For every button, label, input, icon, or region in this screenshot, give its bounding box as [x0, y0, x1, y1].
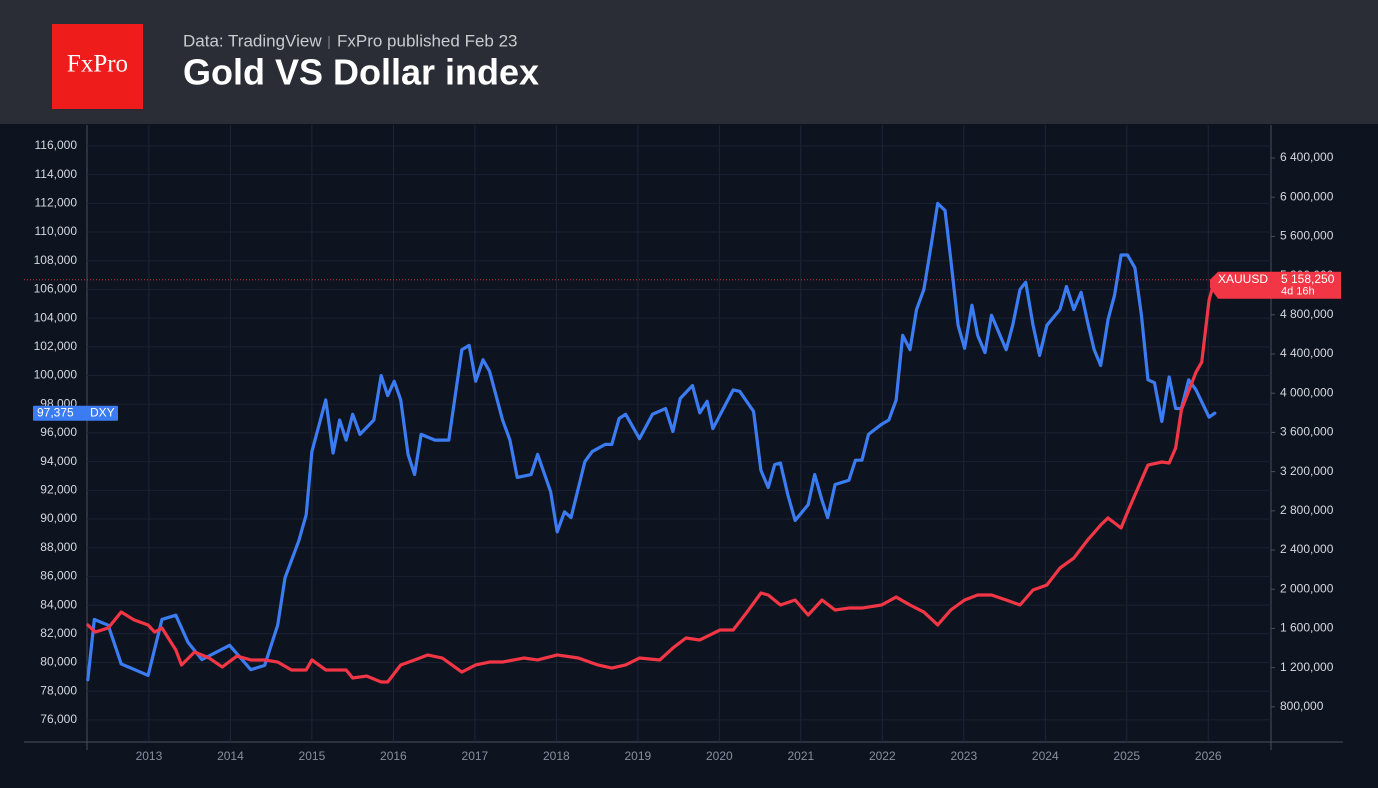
countdown: 4d 16h: [1281, 286, 1315, 298]
data-source: Data: TradingView: [183, 31, 322, 50]
plot-background: [0, 124, 1378, 788]
y2-tick-label: 4 000,000: [1280, 385, 1334, 399]
x-tick-label: 2021: [787, 749, 814, 763]
y-tick-label: 84,000: [40, 597, 77, 611]
x-tick-label: 2023: [950, 749, 977, 763]
y-tick-label: 114,000: [35, 167, 78, 181]
x-tick-label: 2017: [462, 749, 489, 763]
y2-tick-label: 800,000: [1280, 699, 1324, 713]
x-tick-label: 2025: [1113, 749, 1140, 763]
y-tick-label: 112,000: [35, 196, 78, 210]
y2-tick-label: 4 800,000: [1280, 307, 1334, 321]
series-line: [86, 278, 1217, 684]
y-tick-label: 86,000: [40, 569, 77, 583]
price-tag: [1210, 271, 1341, 299]
y-tick-label: 102,000: [34, 339, 78, 353]
y-tick-label: 82,000: [40, 626, 77, 640]
y2-tick-label: 3 200,000: [1280, 464, 1334, 478]
series-name: XAUUSD: [1218, 272, 1268, 286]
published: FxPro published Feb 23: [337, 31, 518, 50]
x-tick-label: 2015: [299, 749, 326, 763]
y2-tick-label: 6 000,000: [1280, 189, 1334, 203]
x-tick-label: 2019: [624, 749, 651, 763]
last-value-label: 97,375: [37, 405, 74, 419]
x-tick-label: 2014: [217, 749, 244, 763]
y-tick-label: 76,000: [40, 712, 77, 726]
chart-title: Gold VS Dollar index: [183, 52, 539, 93]
y-tick-label: 94,000: [40, 454, 77, 468]
y-tick-label: 100,000: [34, 368, 78, 382]
y2-tick-label: 1 200,000: [1280, 660, 1334, 674]
x-tick-label: 2022: [869, 749, 896, 763]
y-tick-label: 78,000: [40, 683, 77, 697]
header-background: [0, 0, 1378, 124]
x-tick-label: 2013: [136, 749, 163, 763]
x-tick-label: 2024: [1032, 749, 1059, 763]
plot-lines: [24, 201, 1271, 684]
y2-tick-label: 5 600,000: [1280, 229, 1334, 243]
y-tick-label: 108,000: [34, 253, 78, 267]
x-tick-label: 2026: [1195, 749, 1222, 763]
y2-tick-label: 6 400,000: [1280, 150, 1334, 164]
logo-box: [52, 24, 143, 109]
y-tick-label: 90,000: [40, 511, 77, 525]
y2-tick-label: 3 600,000: [1280, 425, 1334, 439]
x-tick-label: 2016: [380, 749, 407, 763]
y2-tick-label: 2 000,000: [1280, 581, 1334, 595]
y-tick-label: 80,000: [40, 655, 77, 669]
y-tick-label: 88,000: [40, 540, 77, 554]
grid: 2013 2014 2015 2016 2017 2018 2019 2020 2021 2022…: [34, 125, 1334, 763]
price-tag: [33, 405, 118, 421]
y2-tick-label: 1 600,000: [1280, 621, 1334, 635]
last-value-label: 5 158,250: [1281, 272, 1335, 286]
y2-tick-label: 4 400,000: [1280, 346, 1334, 360]
y-tick-label: 110,000: [35, 224, 78, 238]
y2-tick-label: 2 800,000: [1280, 503, 1334, 517]
series-name: DXY: [90, 405, 115, 419]
y-tick-label: 106,000: [34, 282, 78, 296]
y-tick-label: 104,000: [34, 310, 78, 324]
x-tick-label: 2020: [706, 749, 733, 763]
x-tick-label: 2018: [543, 749, 570, 763]
y-tick-label: 96,000: [40, 425, 77, 439]
y-tick-label: 116,000: [35, 138, 78, 152]
logo-text: FxPro: [67, 51, 128, 78]
y-tick-label: 92,000: [40, 482, 77, 496]
series-line: [86, 201, 1217, 682]
y2-tick-label: 2 400,000: [1280, 542, 1334, 556]
